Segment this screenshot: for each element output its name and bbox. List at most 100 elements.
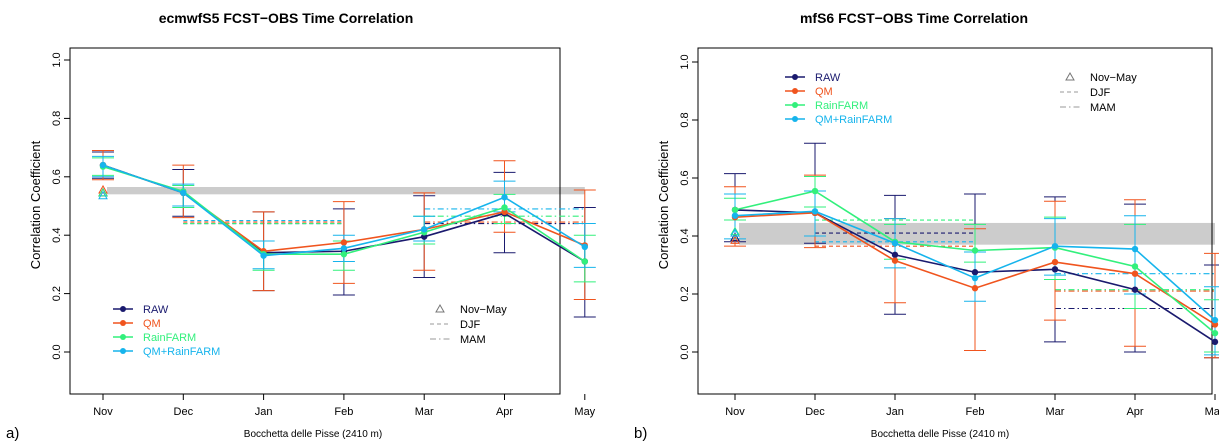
data-point — [1131, 286, 1139, 293]
y-tick-label: 1.0 — [679, 54, 691, 69]
nov-may-marker — [730, 228, 740, 237]
data-point — [1131, 245, 1139, 253]
y-tick-label: 0.8 — [679, 112, 691, 127]
data-point — [260, 252, 267, 259]
data-point — [891, 240, 899, 247]
x-axis-label: Bocchetta delle Pisse (2410 m) — [244, 429, 382, 440]
y-tick-label: 0.6 — [679, 170, 691, 185]
nov-may-marker — [730, 235, 740, 244]
y-tick-label: 1.0 — [51, 52, 63, 67]
x-tick-label: May — [574, 406, 595, 418]
data-point — [421, 233, 428, 240]
data-point — [731, 206, 739, 214]
data-point — [891, 257, 899, 264]
data-point — [971, 285, 979, 292]
data-point — [581, 243, 588, 251]
data-point — [1131, 263, 1139, 270]
chart-title: ecmwfS5 FCST−OBS Time Correlation — [159, 10, 414, 26]
gray-band — [739, 222, 1215, 245]
chart-title: mfS6 FCST−OBS Time Correlation — [800, 10, 1028, 26]
legend-label: RainFARM — [143, 332, 196, 344]
data-point — [99, 161, 107, 169]
legend-label: MAM — [1090, 102, 1116, 114]
legend-marker — [120, 348, 126, 354]
data-point — [731, 212, 739, 219]
x-tick-label: Jan — [255, 406, 273, 418]
legend-label: RAW — [143, 304, 169, 316]
y-axis-label: Correlation Coefficient — [656, 140, 671, 269]
x-tick-label: Apr — [1126, 406, 1143, 418]
data-point — [971, 274, 979, 282]
legend-label: Nov−May — [460, 304, 507, 316]
data-point — [1211, 338, 1219, 346]
x-tick-label: Dec — [805, 406, 825, 418]
y-tick-label: 0.2 — [679, 286, 691, 301]
x-tick-label: Apr — [496, 406, 513, 418]
chart-panel-b: mfS6 FCST−OBS Time Correlation Correlati… — [634, 10, 1219, 442]
legend-label: DJF — [1090, 87, 1110, 99]
x-tick-label: Nov — [725, 406, 745, 418]
legend-marker — [792, 102, 798, 108]
legend-label: QM — [143, 318, 161, 330]
x-axis-label: Bocchetta delle Pisse (2410 m) — [871, 429, 1009, 440]
data-point — [1211, 329, 1219, 337]
legend-label: RainFARM — [815, 100, 868, 112]
data-point — [811, 208, 819, 215]
x-tick-label: Feb — [966, 406, 985, 418]
data-point — [501, 194, 508, 201]
data-point — [340, 245, 348, 252]
nov-may-marker — [98, 184, 108, 194]
data-point — [1131, 270, 1139, 277]
x-tick-label: Mar — [415, 406, 434, 418]
data-point — [180, 189, 187, 197]
y-tick-label: 0.4 — [51, 228, 63, 243]
data-point — [811, 187, 819, 195]
nov-may-marker — [730, 232, 740, 241]
data-point — [1211, 316, 1219, 324]
legend-marker — [792, 74, 798, 80]
legend-marker — [120, 320, 126, 326]
y-axis-label: Correlation Coefficient — [28, 140, 43, 269]
y-tick-label: 0.6 — [51, 169, 63, 184]
panel-label: a) — [6, 425, 19, 442]
data-point — [1051, 258, 1059, 266]
legend-triangle-icon — [1065, 71, 1075, 81]
y-tick-label: 0.0 — [51, 344, 63, 359]
data-point — [421, 226, 428, 233]
nov-may-marker — [98, 187, 108, 197]
y-tick-label: 0.2 — [51, 286, 63, 301]
legend-label: RAW — [815, 72, 841, 84]
legend-marker — [792, 88, 798, 94]
data-point — [340, 250, 348, 258]
legend-label: QM — [815, 86, 833, 98]
plot-area: Nov Dec Jan Feb Mar Apr May 0.0 0.2 0.4 0.6 0.8 1.0 R… — [51, 47, 596, 418]
data-point — [501, 208, 508, 216]
legend-triangle-icon — [435, 303, 445, 313]
panel-label: b) — [634, 425, 647, 442]
nov-may-marker — [98, 190, 108, 200]
data-point — [340, 239, 348, 246]
plot-frame — [69, 47, 561, 395]
data-point — [1051, 242, 1059, 250]
x-tick-label: Feb — [334, 406, 353, 418]
plot-frame — [697, 47, 1213, 395]
gray-band — [107, 187, 585, 195]
data-point — [891, 251, 899, 259]
x-tick-label: Mar — [1046, 406, 1065, 418]
legend-label: Nov−May — [1090, 72, 1137, 84]
legend-label: MAM — [460, 334, 486, 346]
legend-label: DJF — [460, 319, 480, 331]
legend-marker — [792, 116, 798, 122]
data-point — [1051, 266, 1059, 273]
data-point — [971, 247, 979, 254]
chart-panel-a: ecmwfS5 FCST−OBS Time Correlation Correl… — [6, 10, 596, 442]
y-tick-label: 0.8 — [51, 111, 63, 126]
legend-marker — [120, 306, 126, 312]
data-point — [581, 258, 588, 265]
data-point — [501, 204, 508, 211]
data-point — [971, 269, 979, 276]
x-tick-label: Nov — [93, 406, 113, 418]
x-tick-label: Jan — [886, 406, 904, 418]
x-tick-label: May — [1205, 406, 1219, 418]
